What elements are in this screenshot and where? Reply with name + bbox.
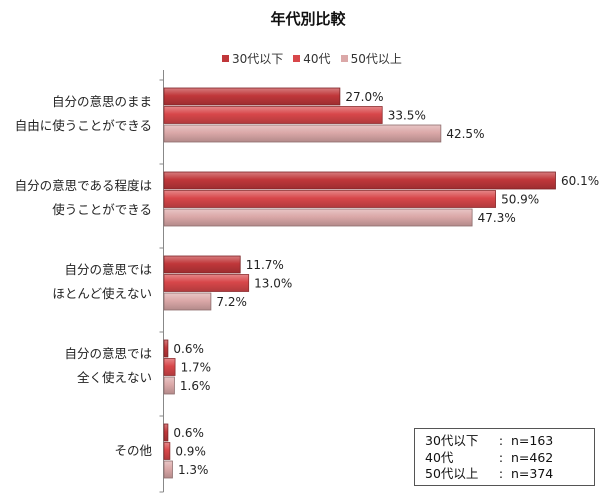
sample-size-row: 50代以上 : n=374 — [425, 466, 594, 483]
bar-under-30s — [163, 255, 241, 274]
category-label: 全く使えない — [77, 370, 152, 385]
legend-label-40s: 40代 — [303, 52, 331, 66]
legend-item-under-30s: 30代以下 — [222, 50, 283, 67]
data-label: 27.0% — [345, 90, 383, 104]
legend-swatch-40s — [293, 55, 301, 62]
legend-item-40s: 40代 — [293, 50, 331, 67]
chart-legend: 30代以下 40代 50代以上 — [222, 50, 402, 67]
sample-size-group: 40代 — [425, 449, 454, 465]
bar-under-30s — [163, 87, 341, 106]
data-label: 0.6% — [173, 426, 204, 440]
category-label: 使うことができる — [52, 202, 152, 217]
sample-size-group: 30代以下 — [425, 433, 479, 448]
category-label: その他 — [114, 443, 152, 458]
sample-size-value: n=374 — [511, 466, 554, 481]
data-label: 13.0% — [254, 277, 292, 291]
data-label: 11.7% — [246, 258, 284, 272]
bar-50s-plus — [163, 292, 212, 311]
category-label: 自分の意思のまま — [52, 94, 152, 109]
legend-label-under-30s: 30代以下 — [232, 52, 284, 66]
bar-40s — [163, 442, 171, 460]
category-label: 自分の意思である程度は — [15, 178, 152, 193]
legend-swatch-under-30s — [222, 55, 229, 62]
data-label: 47.3% — [478, 211, 516, 225]
sample-size-row: 30代以下 : n=163 — [425, 433, 594, 450]
bar-40s — [163, 106, 383, 124]
data-label: 7.2% — [216, 295, 247, 309]
sample-size-separator: : — [498, 449, 504, 465]
category-label: 自分の意思では — [64, 346, 152, 361]
legend-label-50s-plus: 50代以上 — [350, 52, 402, 66]
bar-40s — [163, 190, 496, 208]
data-label: 1.7% — [181, 361, 212, 375]
data-label: 33.5% — [388, 109, 426, 123]
sample-size-group: 50代以上 — [425, 466, 479, 481]
bar-under-30s — [163, 423, 169, 442]
category-label: ほとんど使えない — [52, 286, 152, 301]
bar-50s-plus — [163, 376, 175, 395]
sample-size-box: 30代以下 : n=163 40代 : n=462 50代以上 : n=374 — [414, 428, 595, 486]
bar-50s-plus — [163, 124, 442, 143]
bar-50s-plus — [163, 460, 173, 479]
data-label: 42.5% — [446, 127, 484, 141]
bar-40s — [163, 274, 250, 292]
legend-item-50s-plus: 50代以上 — [340, 50, 402, 67]
sample-size-value: n=163 — [511, 433, 554, 448]
data-label: 50.9% — [501, 193, 539, 207]
category-label: 自分の意思では — [64, 262, 152, 277]
category-label: 自由に使うことができる — [15, 118, 152, 133]
data-label: 0.9% — [175, 445, 206, 459]
sample-size-value: n=462 — [511, 449, 554, 465]
sample-size-separator: : — [498, 466, 504, 481]
data-label: 60.1% — [561, 174, 599, 188]
sample-size-separator: : — [498, 433, 504, 448]
bar-50s-plus — [163, 208, 473, 227]
sample-size-row: 40代 : n=462 — [425, 450, 594, 467]
bar-under-30s — [163, 171, 556, 190]
data-label: 1.6% — [180, 379, 211, 393]
legend-swatch-50s-plus — [340, 55, 348, 62]
bar-40s — [163, 358, 176, 376]
chart-title: 年代別比較 — [270, 10, 346, 28]
data-label: 0.6% — [173, 342, 204, 356]
data-label: 1.3% — [178, 463, 209, 477]
bar-under-30s — [163, 339, 169, 358]
